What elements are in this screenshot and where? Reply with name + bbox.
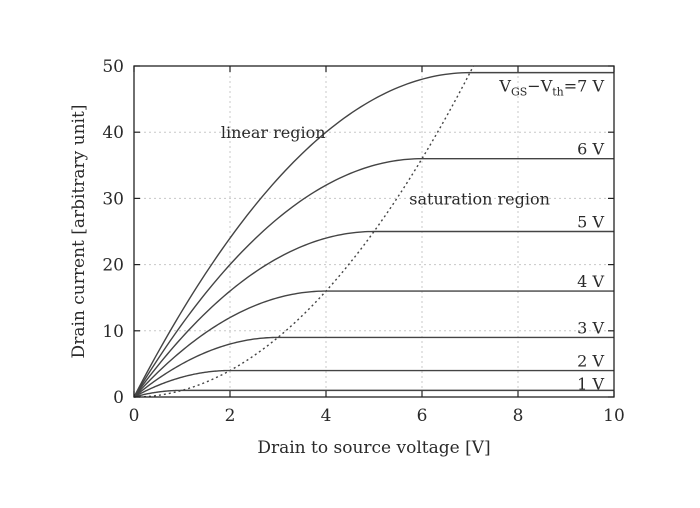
y-tick-label: 30 [102, 189, 124, 209]
curve-6v [133, 157, 614, 398]
grid [134, 66, 614, 397]
tick-labels: 0 2 4 6 8 10 0 10 20 30 40 50 [102, 57, 624, 426]
curve-7v [133, 71, 614, 398]
curve-label-5v: 5 V [577, 213, 604, 232]
plot-frame [133, 65, 615, 398]
curves [133, 71, 614, 398]
curve-5v [133, 230, 614, 398]
annotation-saturation-region: saturation region [409, 189, 550, 208]
curve-4v [133, 290, 614, 398]
x-tick-label: 2 [225, 406, 236, 426]
y-tick-label: 10 [102, 322, 124, 342]
y-tick-label: 40 [102, 123, 124, 143]
curve-label-1v: 1 V [577, 374, 604, 393]
y-axis-label: Drain current [arbitrary unit] [69, 105, 89, 359]
x-tick-label: 8 [513, 406, 524, 426]
curve-2v [133, 369, 614, 398]
curve-label-2v: 2 V [577, 352, 604, 371]
curve-label-6v: 6 V [577, 140, 604, 159]
x-tick-label: 10 [603, 406, 625, 426]
curve-label-7v: VGS−Vth=7 V [498, 77, 604, 99]
ticks [133, 65, 615, 398]
curve-3v [133, 336, 614, 398]
annotation-linear-region: linear region [221, 123, 326, 142]
y-tick-label: 20 [102, 256, 124, 276]
curve-label-4v: 4 V [577, 272, 604, 291]
curve-label-3v: 3 V [577, 318, 604, 337]
y-tick-label: 50 [102, 57, 124, 77]
x-axis-label: Drain to source voltage [V] [257, 438, 490, 458]
y-tick-label: 0 [113, 388, 124, 408]
x-tick-label: 4 [321, 406, 332, 426]
curve-1v [133, 389, 614, 398]
x-tick-label: 6 [417, 406, 428, 426]
x-tick-label: 0 [129, 406, 140, 426]
curve-labels: 1 V 2 V 3 V 4 V 5 V 6 V [577, 140, 604, 394]
